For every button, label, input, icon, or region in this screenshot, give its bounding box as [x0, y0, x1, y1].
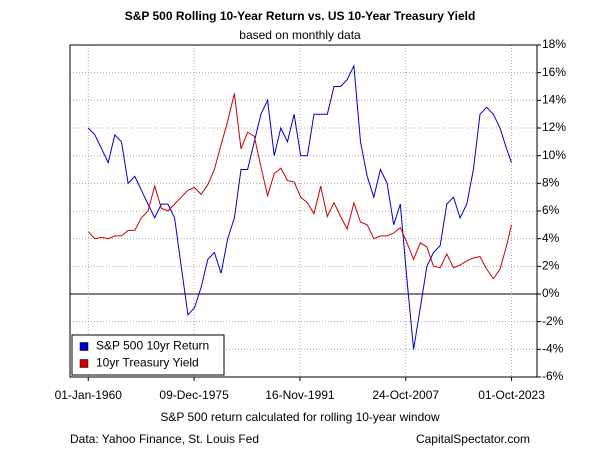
- legend-label: 10yr Treasury Yield: [96, 356, 199, 370]
- y-tick-label: 18%: [542, 37, 566, 51]
- x-tick-label: 16-Nov-1991: [265, 388, 335, 402]
- x-tick-label: 01-Jan-1960: [55, 388, 123, 402]
- legend-swatch: [79, 342, 89, 351]
- x-tick-label: 09-Dec-1975: [159, 388, 229, 402]
- series-line: [87, 63, 512, 350]
- source: Data: Yahoo Finance, St. Louis Fed: [70, 432, 259, 446]
- y-tick-label: -2%: [542, 314, 564, 328]
- plot-frame: [69, 44, 538, 378]
- chart-title: S&P 500 Rolling 10-Year Return vs. US 10…: [125, 9, 476, 23]
- y-tick-label: 14%: [542, 93, 566, 107]
- y-tick-label: 4%: [542, 231, 560, 245]
- y-tick-label: 0%: [542, 286, 560, 300]
- y-tick-label: 16%: [542, 65, 566, 79]
- y-tick-label: 2%: [542, 259, 560, 273]
- series-line: [87, 93, 512, 280]
- y-tick-label: -6%: [542, 369, 564, 383]
- y-tick-label: 10%: [542, 148, 566, 162]
- x-tick-label: 24-Oct-2007: [372, 388, 439, 402]
- chart-subtitle: based on monthly data: [239, 28, 361, 42]
- legend-box: [71, 334, 225, 376]
- legend-swatch: [79, 359, 89, 368]
- y-tick-label: 8%: [542, 176, 560, 190]
- y-tick-label: -4%: [542, 342, 564, 356]
- x-axis-label: S&P 500 return calculated for rolling 10…: [160, 410, 440, 424]
- x-tick-label: 01-Oct-2023: [478, 388, 545, 402]
- y-tick-label: 12%: [542, 120, 566, 134]
- credit: CapitalSpectator.com: [416, 432, 530, 446]
- y-tick-label: 6%: [542, 203, 560, 217]
- legend-label: S&P 500 10yr Return: [96, 339, 209, 353]
